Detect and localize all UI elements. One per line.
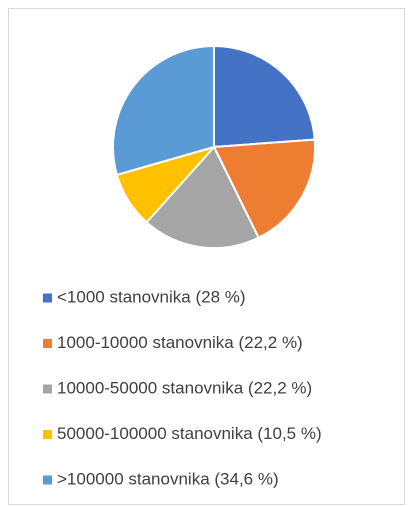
legend-label: >100000 stanovnika (34,6 %) [57,469,279,488]
legend-swatch [43,430,52,439]
legend-label: 1000-10000 stanovnika (22,2 %) [57,333,303,352]
pie-slice [145,145,260,249]
legend-label: 50000-100000 stanovnika (10,5 %) [57,424,322,443]
legend-swatch [43,384,52,394]
pie-slice [213,44,316,149]
legend-swatch [43,475,52,485]
pie-slice [112,44,215,177]
pie-slice [212,138,316,239]
legend-swatch [43,293,52,303]
legend-label: 10000-50000 stanovnika (22,2 %) [57,378,312,397]
legend-label: <1000 stanovnika (28 %) [57,287,246,306]
legend-swatch [43,339,52,348]
